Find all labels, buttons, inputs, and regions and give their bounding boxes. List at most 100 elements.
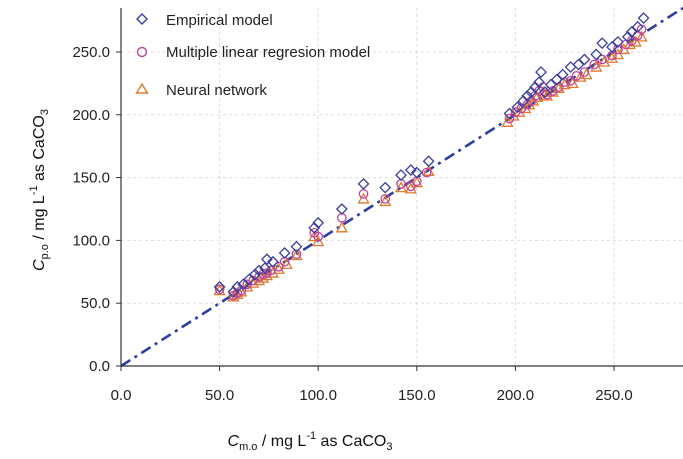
circle-point	[597, 54, 608, 65]
circle-point	[589, 59, 600, 70]
series-triangle-markers	[213, 30, 648, 302]
legend-label-multiple-linear-regresion-model: Multiple linear regresion model	[166, 44, 370, 61]
x-axis-label-unit-post: as CaCO	[316, 433, 386, 450]
x-axis-label-main: C	[228, 433, 240, 450]
legend-label-neural-network: Neural network	[166, 82, 267, 99]
diamond-point	[259, 262, 271, 274]
one-to-one-line	[120, 6, 683, 368]
triangle-point	[241, 280, 254, 292]
triangle-point	[501, 115, 514, 127]
y-tick-label: 150.0	[72, 170, 110, 187]
triangle-point	[290, 249, 303, 261]
x-tick-label: 100.0	[299, 387, 337, 404]
gridlines	[121, 8, 683, 366]
legend-label-empirical-model: Empirical model	[166, 12, 273, 29]
triangle-point	[566, 77, 579, 89]
triangle-point	[598, 55, 611, 67]
x-axis-label: Cm.o / mg L-1 as CaCO3	[228, 430, 393, 453]
diamond-point	[521, 90, 534, 102]
circle-point	[313, 231, 324, 242]
diamond-point	[533, 76, 545, 89]
diamond-point	[606, 41, 618, 53]
x-axis-label-unit-pre: / mg L	[257, 433, 306, 450]
diamond-point	[410, 166, 423, 179]
legend-item-neural-network: Neural network	[135, 82, 267, 99]
diamond-point	[308, 221, 321, 234]
diamond-point	[379, 181, 392, 194]
diamond-point	[227, 285, 240, 298]
y-axis-label-unit-post: as CaCO	[31, 115, 48, 185]
diamond-point	[596, 37, 609, 50]
diamond-point	[290, 240, 303, 253]
triangle-point	[540, 89, 554, 101]
series-diamond-markers	[213, 12, 650, 298]
circle-point	[273, 261, 284, 272]
y-tick-label: 0.0	[89, 358, 110, 375]
legend-diamond-marker	[136, 13, 148, 25]
diamond-point	[278, 247, 291, 259]
diamond-point	[357, 177, 370, 190]
y-tick-label: 250.0	[72, 44, 110, 61]
diamond-point	[335, 203, 348, 215]
diamond-point	[517, 95, 530, 107]
triangle-point	[404, 182, 417, 194]
triangle-point	[519, 102, 532, 114]
diamond-point	[249, 268, 262, 281]
y-axis-label-main: C	[31, 259, 48, 271]
x-tick-label: 150.0	[398, 387, 436, 404]
diamond-point	[525, 86, 538, 99]
axes	[116, 8, 683, 371]
triangle-point	[280, 257, 293, 269]
y-axis-label-unit-sub: 3	[39, 109, 51, 115]
triangle-point	[635, 30, 648, 42]
diamond-point	[253, 264, 265, 277]
y-axis-label-unit-pre: / mg L	[31, 195, 48, 244]
reference-line	[120, 6, 683, 368]
diamond-point	[511, 101, 524, 114]
diamond-point	[539, 86, 551, 99]
y-tick-label: 100.0	[72, 232, 110, 249]
diamond-point	[395, 169, 407, 181]
x-tick-label: 200.0	[497, 387, 535, 404]
diamond-point	[503, 107, 516, 120]
diamond-point	[243, 273, 256, 286]
diamond-point	[556, 68, 569, 81]
circle-point	[214, 284, 225, 295]
diamond-point	[422, 155, 435, 168]
x-axis-label-sub: m.o	[239, 441, 257, 453]
y-tick-label: 200.0	[72, 107, 110, 124]
legend-item-empirical-model: Empirical model	[136, 12, 273, 29]
circle-point	[380, 194, 391, 204]
circle-point	[291, 249, 302, 260]
legend-triangle-marker	[135, 82, 149, 94]
triangle-point	[357, 192, 370, 204]
diamond-point	[637, 12, 650, 24]
x-axis-label-sup: -1	[306, 430, 316, 442]
y-axis-label: Cp.o / mg L-1 as CaCO3	[28, 109, 51, 271]
diamond-point	[550, 73, 563, 86]
legend-circle-marker	[136, 46, 148, 58]
x-axis-label-unit-sub: 3	[386, 441, 392, 453]
diamond-point	[621, 30, 634, 43]
circle-point	[504, 113, 515, 124]
triangle-point	[605, 51, 619, 63]
diamond-point	[572, 58, 585, 71]
legend-item-multiple-linear-regresion-model: Multiple linear regresion model	[136, 44, 370, 61]
triangle-point	[379, 195, 392, 207]
diamond-point	[213, 280, 226, 293]
y-tick-label: 50.0	[81, 295, 110, 312]
diamond-point	[535, 66, 547, 78]
diamond-point	[578, 53, 591, 66]
x-tick-label: 0.0	[111, 387, 132, 404]
data-points	[213, 12, 650, 302]
diamond-point	[631, 20, 644, 33]
triangle-point	[410, 176, 423, 188]
triangle-point	[266, 266, 279, 278]
diamond-point	[529, 81, 542, 94]
diamond-point	[261, 253, 273, 266]
x-tick-label: 50.0	[205, 387, 234, 404]
triangle-point	[312, 235, 325, 247]
circle-point	[406, 181, 416, 192]
circle-point	[571, 70, 582, 81]
